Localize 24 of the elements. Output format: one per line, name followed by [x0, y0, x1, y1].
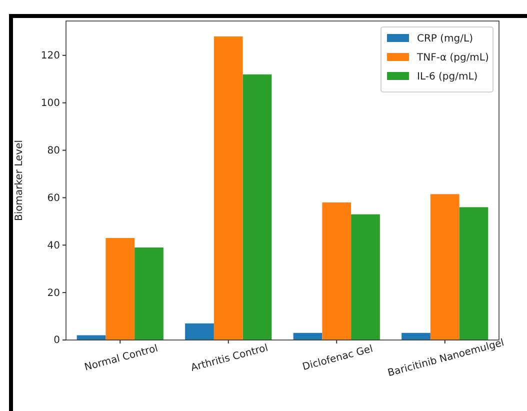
bar: [430, 194, 460, 340]
y-tick-label: 80: [47, 145, 60, 156]
y-tick-label: 100: [40, 98, 60, 110]
bar: [293, 332, 322, 340]
bar: [185, 323, 214, 340]
y-tick-label: 60: [47, 192, 60, 204]
x-tick-label: Arthritis Control: [190, 342, 270, 374]
bar: [134, 248, 164, 340]
bar: [402, 332, 430, 340]
y-axis-title: Biomarker Level: [14, 140, 25, 222]
bar: [351, 214, 380, 340]
y-tick-label: 20: [47, 288, 60, 299]
x-tick-label: Normal Control: [83, 343, 160, 374]
y-tick-label: 120: [40, 50, 60, 62]
bar: [106, 238, 135, 340]
bar: [322, 202, 352, 340]
legend-label: CRP (mg/L): [417, 34, 474, 44]
bar: [242, 74, 272, 340]
y-tick-label: 0: [54, 335, 60, 346]
bar: [459, 207, 488, 340]
bar: [214, 36, 243, 340]
legend-label: IL-6 (pg/mL): [417, 72, 478, 82]
legend-label: TNF-α (pg/mL): [416, 52, 489, 64]
y-tick-label: 40: [47, 240, 60, 252]
